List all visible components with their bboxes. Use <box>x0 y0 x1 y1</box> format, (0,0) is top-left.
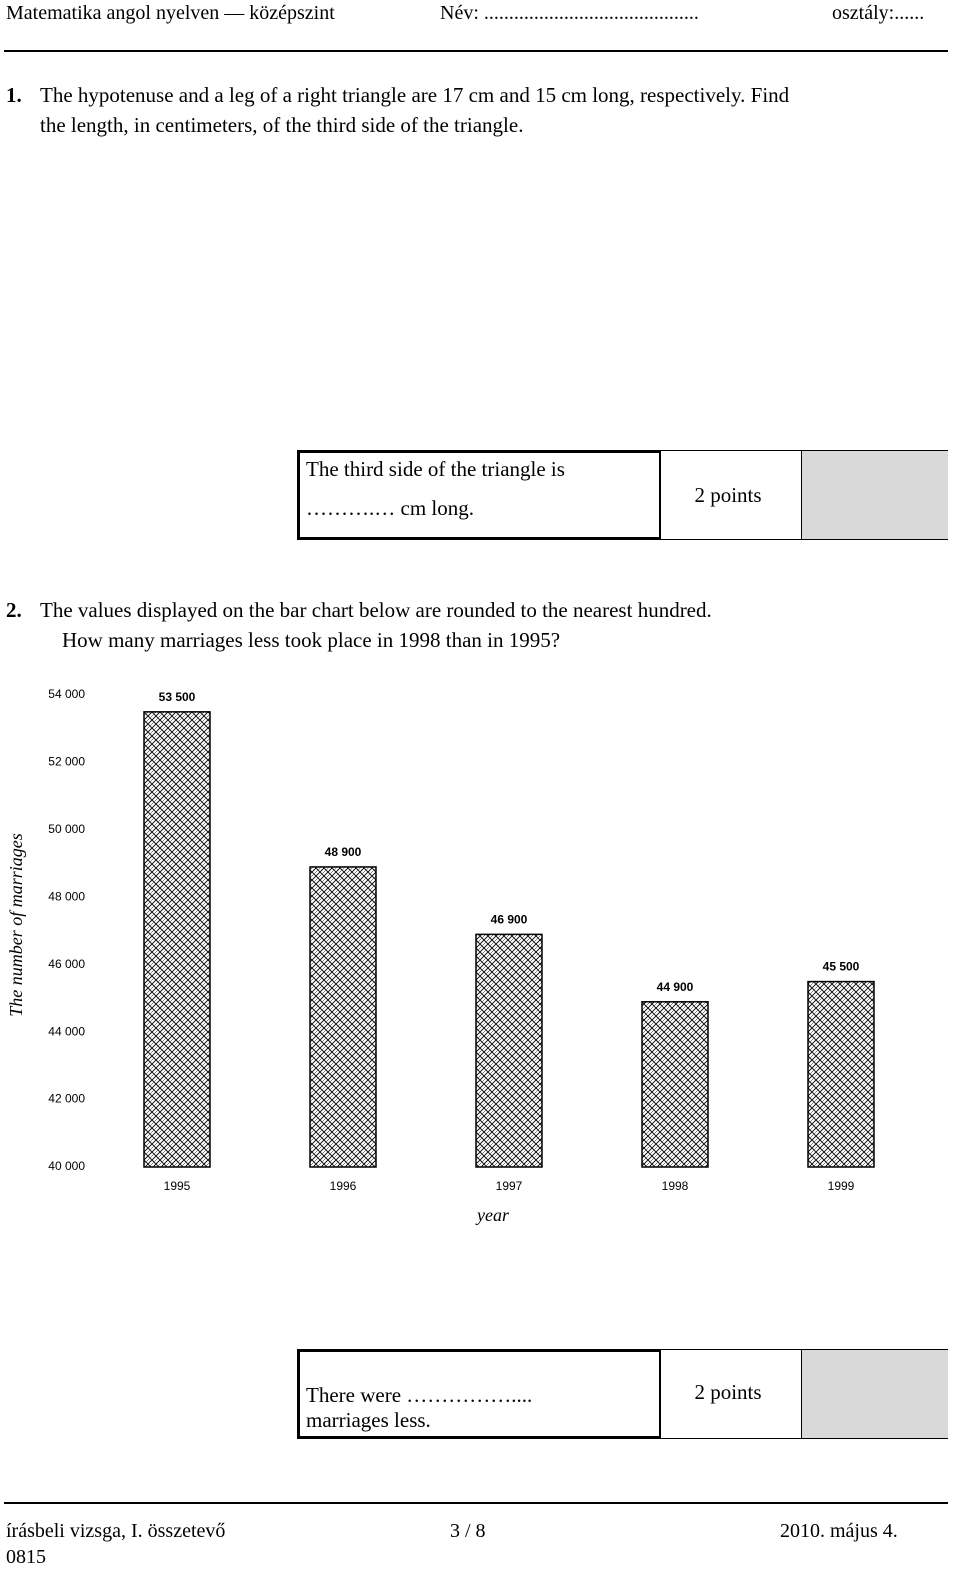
problem-text: The hypotenuse and a leg of a right tria… <box>40 83 790 107</box>
problem-number: 2. <box>6 598 22 622</box>
y-axis-label: The number of marriages <box>6 833 26 1017</box>
points: 2 points <box>694 1380 762 1404</box>
value-label: 48 900 <box>325 845 362 859</box>
answer-text: There were …………….... <box>306 1383 533 1407</box>
answer-text: marriages less. <box>306 1408 431 1432</box>
y-tick-label: 46 000 <box>48 957 85 971</box>
footer-code: 0815 <box>6 1546 46 1568</box>
x-tick-label: 1999 <box>828 1179 855 1193</box>
y-tick-label: 54 000 <box>48 687 85 701</box>
x-tick-label: 1998 <box>662 1179 689 1193</box>
answer-box: There were …………….... marriages less. 2 p… <box>297 1349 948 1439</box>
points: 2 points <box>694 483 762 507</box>
problem-number: 1. <box>6 83 22 107</box>
x-tick-label: 1995 <box>164 1179 191 1193</box>
footer-rule <box>4 1502 948 1504</box>
bar <box>641 1001 709 1168</box>
problem-text: the length, in centimeters, of the third… <box>40 113 524 137</box>
answer-cell: There were …………….... marriages less. <box>298 1350 661 1438</box>
footer-left: írásbeli vizsga, I. összetevő <box>6 1520 226 1542</box>
grader-cell <box>801 451 948 539</box>
x-tick-label: 1997 <box>496 1179 523 1193</box>
problem-text: How many marriages less took place in 19… <box>62 628 561 652</box>
header-class: osztály:...... <box>832 2 925 24</box>
answer-text: The third side of the triangle is <box>306 457 565 481</box>
header-rule <box>4 50 948 52</box>
footer-right: 2010. május 4. <box>780 1520 898 1542</box>
problem-text: The values displayed on the bar chart be… <box>40 598 712 622</box>
grader-cell <box>801 1350 948 1438</box>
value-label: 53 500 <box>159 690 196 704</box>
header-left: Matematika angol nyelven — középszint <box>6 2 335 24</box>
header-name: Név: ...................................… <box>440 2 699 24</box>
y-tick-label: 48 000 <box>48 889 85 903</box>
answer-cell: The third side of the triangle is ……….… … <box>298 451 661 539</box>
x-tick-label: 1996 <box>330 1179 357 1193</box>
value-label: 46 900 <box>491 913 528 927</box>
value-label: 44 900 <box>657 980 694 994</box>
y-tick-label: 40 000 <box>48 1159 85 1173</box>
bar <box>807 980 875 1168</box>
x-axis-label: year <box>475 1205 510 1225</box>
y-tick-label: 50 000 <box>48 822 85 836</box>
bar <box>143 711 211 1168</box>
y-tick-label: 52 000 <box>48 755 85 769</box>
bar <box>309 866 377 1168</box>
answer-text: ……….… cm long. <box>306 496 474 520</box>
value-label: 45 500 <box>823 960 860 974</box>
footer-center: 3 / 8 <box>450 1520 486 1542</box>
chart: year The number of marriages 40 000 42 00… <box>6 687 875 1225</box>
answer-box: The third side of the triangle is ……….… … <box>297 450 948 540</box>
bar <box>475 933 543 1168</box>
y-tick-label: 44 000 <box>48 1024 85 1038</box>
y-tick-label: 42 000 <box>48 1092 85 1106</box>
